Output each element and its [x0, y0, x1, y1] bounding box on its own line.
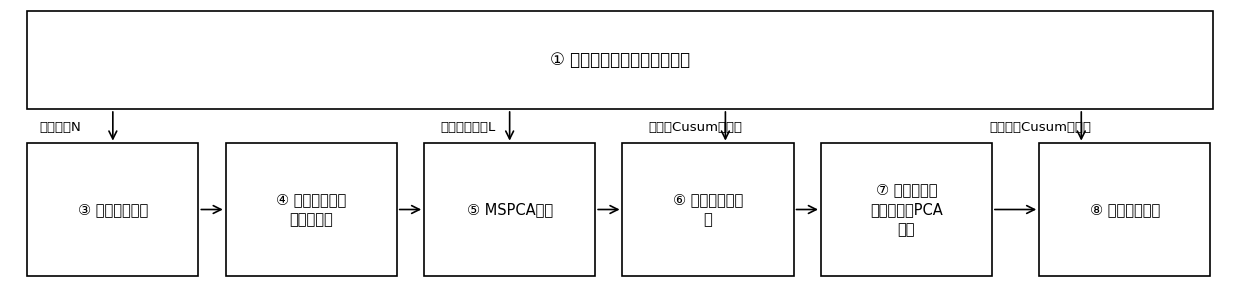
- Bar: [27, 11, 1213, 109]
- Text: ① 根据历史数据求取重要参数: ① 根据历史数据求取重要参数: [549, 51, 691, 69]
- Text: 窗口长度N: 窗口长度N: [40, 121, 82, 134]
- Bar: [27, 144, 198, 276]
- Bar: [1039, 144, 1210, 276]
- Text: ⑥ 各尺度异常检
测: ⑥ 各尺度异常检 测: [673, 192, 743, 227]
- Text: 各尺度Cusum控制限: 各尺度Cusum控制限: [649, 121, 743, 134]
- Text: 重构数据Cusum控制限: 重构数据Cusum控制限: [990, 121, 1091, 134]
- Bar: [424, 144, 595, 276]
- Text: ⑤ MSPCA计算: ⑤ MSPCA计算: [466, 202, 553, 217]
- Bar: [821, 144, 992, 276]
- Text: ⑦ 异常小波组
合，重构，PCA
计算: ⑦ 异常小波组 合，重构，PCA 计算: [870, 182, 942, 237]
- Text: ④ 基线校正及标
准化预处理: ④ 基线校正及标 准化预处理: [277, 192, 346, 227]
- Bar: [226, 144, 397, 276]
- Bar: [622, 144, 794, 276]
- Text: 小波变换尺度L: 小波变换尺度L: [440, 121, 496, 134]
- Text: ③ 在线数据采集: ③ 在线数据采集: [78, 202, 148, 217]
- Text: ⑧ 水质异常报告: ⑧ 水质异常报告: [1090, 202, 1159, 217]
